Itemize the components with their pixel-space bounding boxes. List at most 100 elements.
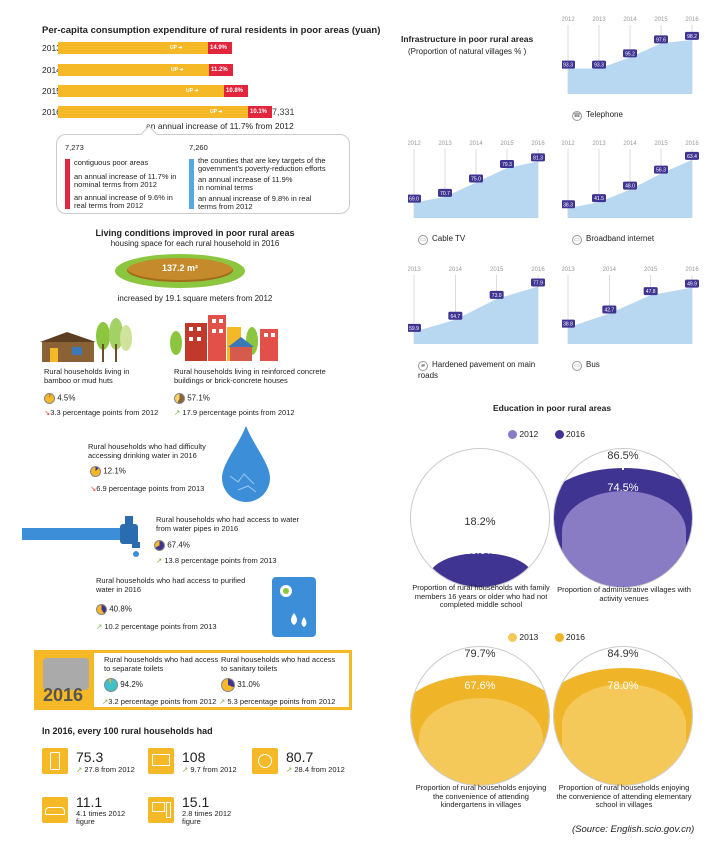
legend-2012-swatch — [508, 430, 517, 440]
consumption-bar — [58, 85, 248, 97]
infra-value-badge — [654, 35, 668, 44]
water-pipe-icon — [22, 516, 140, 557]
infra-chart-title: ▭ Cable TV — [418, 234, 548, 245]
edu-circle — [553, 448, 693, 588]
infra-year-label: 2014 — [469, 141, 483, 147]
edu-label-4: Proportion of rural households enjoying … — [556, 783, 692, 809]
infra-value-badge — [654, 165, 668, 174]
infra-value-badge — [489, 290, 504, 299]
water-drop-icon — [222, 426, 270, 502]
edu-circle — [410, 646, 550, 786]
education-title: Education in poor rural areas — [493, 403, 612, 413]
brick-stat: 57.1% — [174, 393, 210, 404]
consumption-increase-label: 10.1% — [248, 106, 272, 118]
infra-area-chart: 2012 2013 2014 2015 2016 93.3 93.3 95.2 97.6 98.2 — [562, 17, 699, 94]
water-difficulty-change: ↘6.9 percentage points from 2013 — [90, 484, 205, 493]
infra-year-label: 2015 — [654, 141, 668, 147]
edu-value-bottom: 16.0% — [464, 545, 496, 557]
infra-item-icon: ▰ — [418, 361, 428, 371]
infra-value-badge — [500, 160, 514, 169]
infra-value-badge — [408, 323, 421, 332]
infra-year-label: 2015 — [654, 17, 668, 23]
infra-year-label: 2012 — [562, 141, 575, 147]
infra-value-badge — [408, 194, 421, 203]
arrow-up-icon: ⬆ — [619, 661, 627, 670]
ownership-washing-machine: 80.7 ↗ 28.4 from 2012 — [252, 748, 345, 774]
infra-value-badge — [685, 279, 699, 288]
consumption-increase-label: 11.2% — [209, 64, 233, 76]
infra-area — [568, 159, 692, 218]
brick-label: Rural households living in reinforced co… — [174, 367, 326, 385]
infra-year-label: 2013 — [408, 267, 421, 273]
ownership-value: 11.1 — [76, 794, 103, 810]
sanitary-toilets-stat: 31.0% — [221, 678, 260, 692]
consumption-bar — [58, 42, 232, 54]
edu-label-2: Proportion of administrative villages wi… — [557, 585, 691, 603]
water-purifier-icon — [272, 577, 316, 637]
box-left-marker — [65, 159, 70, 209]
brick-pie-icon — [174, 393, 185, 404]
infra-value-badge — [685, 31, 699, 40]
consumption-up-label: UP ➜ — [171, 67, 184, 73]
edu-value-bottom: 78.0% — [607, 680, 639, 692]
separate-toilets-change: ↗3.2 percentage points from 2012 — [102, 697, 217, 706]
infra-area-chart: 2012 2013 2014 2015 2016 38.3 41.5 48.0 56.3 63.4 — [562, 141, 699, 218]
infra-title: Infrastructure in poor rural areas — [401, 34, 534, 44]
infra-year-label: 2013 — [592, 141, 606, 147]
consumption-up-label: UP ➜ — [210, 109, 223, 115]
box-left-real: an annual increase of 9.6% in real terms… — [74, 193, 173, 210]
infra-item-icon: ▭ — [572, 235, 582, 245]
infra-value-badge — [562, 319, 575, 328]
brick-change: ↗ 17.9 percentage points from 2012 — [174, 408, 295, 417]
infra-value-label: 97.6 — [656, 37, 666, 43]
infra-value-badge — [685, 151, 699, 160]
infra-value-badge — [623, 181, 637, 190]
ownership-value: 75.3 — [76, 748, 104, 765]
infra-value-label: 93.3 — [563, 63, 573, 69]
consumption-year-label: 2016 — [42, 107, 61, 117]
consumption-increase-label: 10.8% — [224, 85, 248, 97]
huts-change: ↘3.3 percentage points from 2012 — [44, 408, 159, 417]
consumption-increase-label: 14.9% — [208, 42, 232, 54]
consumption-up-label: UP ➜ — [186, 88, 199, 94]
edu-fill-inner — [562, 683, 686, 785]
infra-year-label: 2012 — [562, 17, 575, 23]
infra-value-badge — [448, 311, 463, 320]
box-left-value: 7,273 — [65, 143, 84, 152]
edu-fill-inner — [562, 490, 686, 587]
ownership-television: 108 ↗ 9.7 from 2012 — [148, 748, 237, 774]
ownership-car: 11.1 4.1 times 2012 figure — [42, 794, 146, 826]
ownership-value: 80.7 — [286, 748, 314, 765]
living-subtitle: housing space for each rural household i… — [110, 239, 280, 248]
infra-value-label: 63.4 — [687, 154, 697, 160]
washing-machine-icon — [252, 748, 278, 774]
huts-stat: 4.5% — [44, 393, 75, 404]
edu-label-3: Proportion of rural households enjoying … — [415, 783, 547, 809]
infra-value-label: 75.0 — [471, 176, 481, 182]
infra-value-badge — [562, 60, 575, 69]
consumption-year-label: 2015 — [42, 86, 61, 96]
living-title: Living conditions improved in poor rural… — [95, 228, 295, 238]
housing-space-value: 137.2 m² — [161, 263, 199, 273]
infra-value-label: 73.0 — [492, 293, 502, 299]
water-difficulty-pie-icon — [90, 466, 101, 477]
separate-toilets-stat: 94.2% — [104, 678, 143, 692]
ownership-note: ↗ 9.7 from 2012 — [182, 764, 237, 774]
consumption-year-label: 2013 — [42, 43, 61, 53]
infra-value-label: 41.5 — [594, 196, 604, 202]
consumption-title: Per-capita consumption expenditure of ru… — [42, 25, 381, 36]
infra-value-label: 49.9 — [687, 282, 697, 288]
sanitary-toilets-pie-icon — [221, 678, 235, 692]
edu-legend-a: 2012 2016 — [508, 429, 585, 440]
box-left-nominal: an annual increase of 11.7% in nominal t… — [74, 172, 177, 189]
infra-year-label: 2014 — [449, 267, 463, 273]
pipes-change: ↗ 13.8 percentage points from 2013 — [156, 556, 277, 565]
infra-year-label: 2014 — [623, 141, 637, 147]
infra-year-label: 2016 — [685, 267, 699, 273]
edu-fill-inner — [419, 698, 543, 785]
consumption-detail-box: 7,273 contiguous poor areas an annual in… — [56, 125, 350, 214]
infra-year-label: 2013 — [592, 17, 606, 23]
infra-item-icon: ☎ — [572, 111, 582, 121]
toilets-banner: 2016 Rural households who had access to … — [34, 650, 352, 710]
refrigerator-icon — [42, 748, 68, 774]
